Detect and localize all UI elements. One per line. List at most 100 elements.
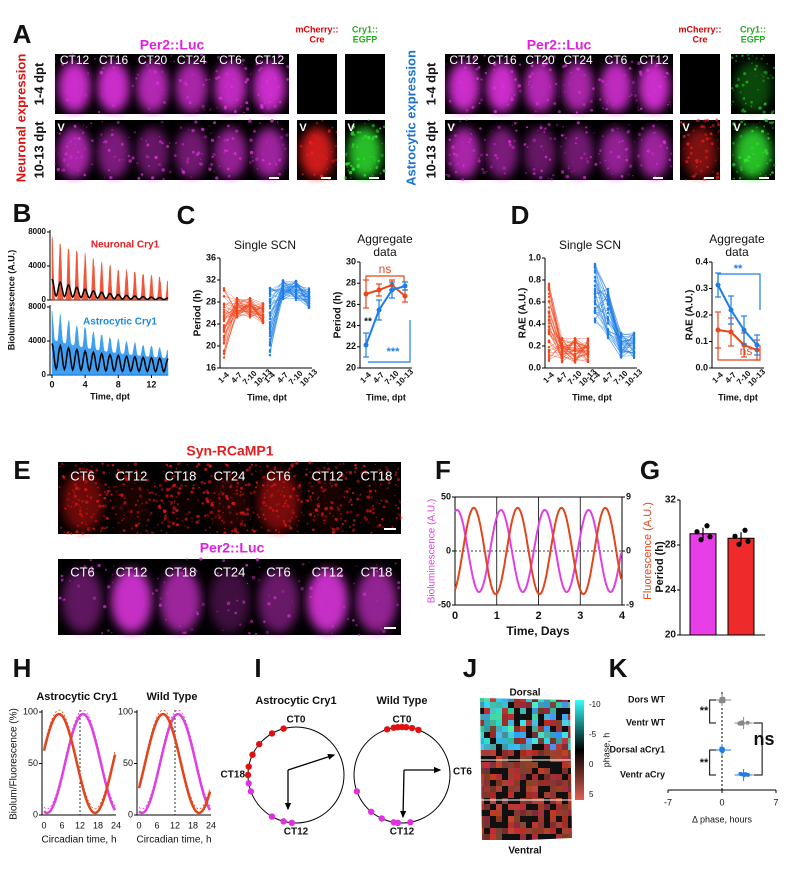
speckle [115, 506, 116, 507]
speckle [501, 93, 502, 94]
speckle [765, 152, 768, 155]
cell [478, 726, 484, 732]
label: CT20 [138, 53, 168, 67]
cell [514, 744, 520, 750]
speckle [213, 502, 214, 503]
speckle [706, 150, 708, 152]
label: 0 [128, 809, 133, 819]
label: H [13, 653, 32, 683]
label: 32 [665, 495, 677, 506]
label: Period (h) [193, 290, 204, 337]
speckle [164, 514, 167, 517]
speckle [243, 524, 246, 527]
speckle [352, 492, 354, 494]
label: 20 [665, 630, 677, 641]
cell [550, 774, 556, 780]
speckle [222, 630, 224, 632]
speckle [633, 91, 634, 92]
speckle [70, 140, 72, 142]
speckle [117, 522, 119, 524]
speckle [668, 159, 671, 162]
speckle [209, 533, 211, 535]
label: 12 [170, 820, 180, 830]
speckle [176, 523, 179, 526]
speckle [769, 159, 772, 162]
colorbar [575, 700, 584, 800]
speckle [273, 76, 276, 79]
speckle [227, 602, 231, 606]
speckle [67, 498, 70, 501]
speckle [182, 632, 185, 635]
speckle [273, 483, 276, 486]
cell [496, 750, 502, 756]
speckle [267, 529, 270, 532]
cell [568, 702, 574, 708]
speckle [735, 84, 738, 87]
speckle [379, 503, 381, 505]
label: Δ phase, hours [692, 814, 753, 824]
speckle [396, 604, 398, 606]
speckle [82, 517, 83, 518]
speckle [234, 529, 237, 532]
cell [502, 792, 508, 798]
speckle [770, 121, 773, 124]
speckle [485, 72, 487, 74]
speckle [74, 495, 77, 498]
speckle [353, 582, 355, 584]
speckle [184, 525, 186, 527]
cell [478, 756, 484, 762]
speckle [309, 513, 312, 516]
speckle [100, 530, 102, 532]
speckle [204, 135, 207, 138]
speckle [206, 500, 209, 503]
cell [556, 750, 562, 756]
speckle [101, 485, 102, 486]
speckle [176, 486, 178, 488]
speckle [756, 142, 759, 145]
speckle [558, 96, 559, 97]
cell [508, 726, 514, 732]
speckle [398, 500, 400, 502]
speckle [350, 177, 351, 178]
dot [698, 537, 703, 542]
cell [544, 822, 550, 828]
label: 3 [577, 610, 583, 622]
speckle [133, 131, 136, 134]
speckle [562, 126, 563, 127]
speckle [566, 175, 569, 178]
speckle [717, 139, 718, 140]
speckle [369, 510, 372, 513]
speckle [448, 154, 450, 156]
speckle [222, 559, 225, 562]
cell [496, 744, 502, 750]
curve [710, 700, 716, 723]
speckle [528, 75, 531, 78]
cell [550, 762, 556, 768]
cell [526, 798, 532, 804]
speckle [201, 105, 204, 108]
speckle [146, 525, 147, 526]
speckle [147, 518, 150, 521]
speckle [155, 493, 157, 495]
label: CT12 [312, 564, 344, 579]
cell [520, 744, 526, 750]
speckle [660, 102, 661, 103]
speckle [247, 483, 250, 486]
speckle [74, 125, 76, 127]
speckle [239, 624, 241, 626]
speckle [81, 500, 84, 503]
speckle [446, 174, 448, 176]
speckle [317, 505, 320, 508]
cell [568, 780, 574, 786]
speckle [93, 513, 95, 515]
cell [550, 798, 556, 804]
speckle [90, 559, 92, 561]
speckle [109, 176, 112, 179]
cell [544, 828, 550, 834]
speckle [598, 78, 601, 81]
speckle [262, 87, 264, 89]
speckle [493, 143, 495, 145]
dot [384, 726, 390, 732]
cell [538, 720, 544, 726]
speckle [731, 56, 734, 59]
